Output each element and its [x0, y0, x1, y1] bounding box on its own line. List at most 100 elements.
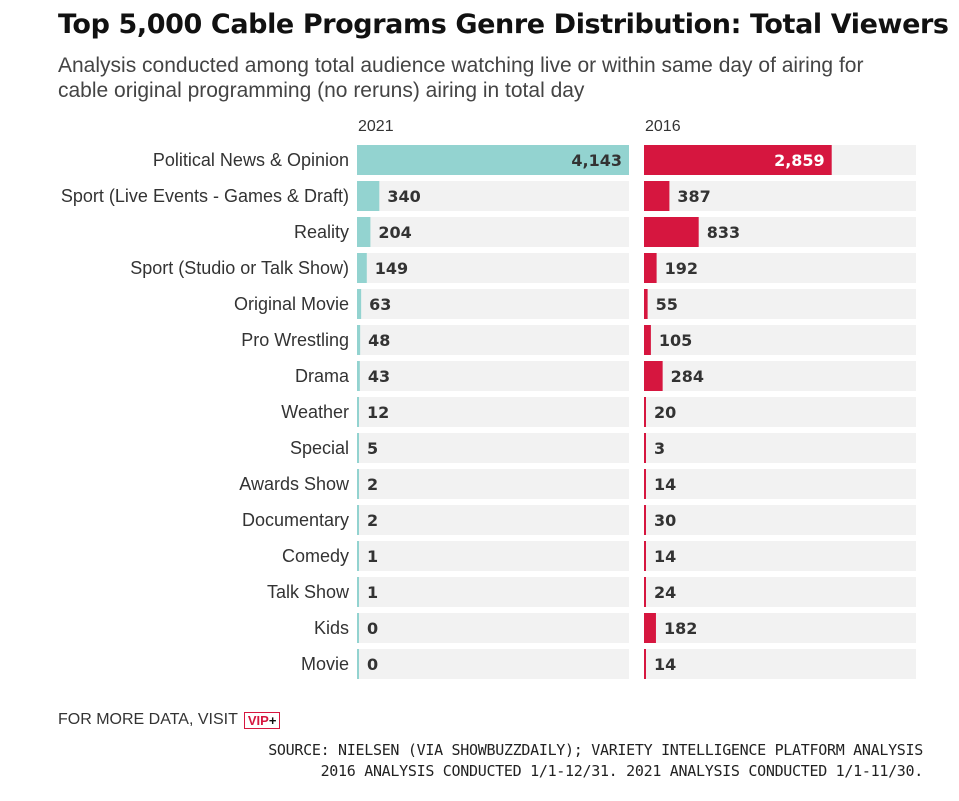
vip-logo-text: VIP — [247, 712, 269, 728]
value-label-2016-reality: 833 — [707, 223, 740, 242]
category-label-pro-wrestling: Pro Wrestling — [241, 330, 349, 350]
bar-2016-sport-live-events-games-draft — [644, 181, 670, 211]
track-2016-sport-studio-or-talk-show — [644, 253, 916, 283]
value-label-2021-political-news-opinion: 4,143 — [571, 151, 622, 170]
bar-2016-reality — [644, 217, 699, 247]
category-label-movie: Movie — [301, 654, 349, 674]
track-2016-special — [644, 433, 916, 463]
source-line-2: 2016 ANALYSIS CONDUCTED 1/1-12/31. 2021 … — [320, 762, 924, 780]
bar-2021-sport-studio-or-talk-show — [357, 253, 367, 283]
value-label-2021-sport-live-events-games-draft: 340 — [387, 187, 420, 206]
value-label-2016-drama: 284 — [671, 367, 704, 386]
value-label-2016-pro-wrestling: 105 — [659, 331, 692, 350]
bar-2016-documentary — [644, 505, 646, 535]
bar-2016-movie — [644, 649, 646, 679]
bar-2016-special — [644, 433, 646, 463]
category-label-awards-show: Awards Show — [239, 474, 350, 494]
value-label-2021-movie: 0 — [367, 655, 378, 674]
track-2021-drama — [357, 361, 629, 391]
category-label-comedy: Comedy — [282, 546, 349, 566]
category-label-sport-live-events-games-draft: Sport (Live Events - Games & Draft) — [61, 186, 349, 206]
value-label-2016-sport-studio-or-talk-show: 192 — [665, 259, 698, 278]
track-2021-sport-live-events-games-draft — [357, 181, 629, 211]
value-label-2016-documentary: 30 — [654, 511, 676, 530]
bar-2021-political-news-opinion — [357, 145, 629, 175]
category-label-sport-studio-or-talk-show: Sport (Studio or Talk Show) — [130, 258, 349, 278]
track-2021-sport-studio-or-talk-show — [357, 253, 629, 283]
value-label-2021-kids: 0 — [367, 619, 378, 638]
track-2021-movie — [357, 649, 629, 679]
bar-2021-kids — [357, 613, 359, 643]
track-2016-original-movie — [644, 289, 916, 319]
track-2016-comedy — [644, 541, 916, 571]
category-label-special: Special — [290, 438, 349, 458]
value-label-2021-awards-show: 2 — [367, 475, 378, 494]
track-2021-documentary — [357, 505, 629, 535]
panel-header-2016: 2016 — [645, 118, 681, 135]
value-label-2016-kids: 182 — [664, 619, 697, 638]
bar-2021-comedy — [357, 541, 359, 571]
chart-title: Top 5,000 Cable Programs Genre Distribut… — [58, 9, 949, 40]
bar-2016-original-movie — [644, 289, 648, 319]
track-2021-special — [357, 433, 629, 463]
source-line-1: SOURCE: NIELSEN (VIA SHOWBUZZDAILY); VAR… — [268, 741, 923, 759]
track-2021-kids — [357, 613, 629, 643]
vip-plus-logo[interactable]: VIP+ — [243, 711, 281, 729]
bar-2021-original-movie — [357, 289, 362, 319]
bar-2016-comedy — [644, 541, 646, 571]
track-2016-weather — [644, 397, 916, 427]
track-2021-original-movie — [357, 289, 629, 319]
category-label-kids: Kids — [314, 618, 349, 638]
value-label-2021-reality: 204 — [378, 223, 411, 242]
bar-2021-special — [357, 433, 359, 463]
track-2021-weather — [357, 397, 629, 427]
bar-2021-drama — [357, 361, 360, 391]
value-label-2016-weather: 20 — [654, 403, 676, 422]
track-2021-reality — [357, 217, 629, 247]
value-label-2016-comedy: 14 — [654, 547, 676, 566]
value-label-2021-original-movie: 63 — [369, 295, 391, 314]
track-2021-pro-wrestling — [357, 325, 629, 355]
track-2016-kids — [644, 613, 916, 643]
bar-2021-awards-show — [357, 469, 359, 499]
chart-subtitle: Analysis conducted among total audience … — [58, 54, 864, 102]
bar-2021-reality — [357, 217, 371, 247]
bar-2021-pro-wrestling — [357, 325, 361, 355]
bar-2016-weather — [644, 397, 646, 427]
track-2016-talk-show — [644, 577, 916, 607]
value-label-2016-talk-show: 24 — [654, 583, 676, 602]
bar-2016-political-news-opinion — [644, 145, 832, 175]
track-2021-talk-show — [357, 577, 629, 607]
bar-2016-drama — [644, 361, 663, 391]
more-data-text: FOR MORE DATA, VISIT — [58, 711, 238, 728]
track-2021-comedy — [357, 541, 629, 571]
category-label-political-news-opinion: Political News & Opinion — [153, 150, 349, 170]
bar-2021-weather — [357, 397, 359, 427]
panel-header-2021: 2021 — [358, 118, 394, 135]
value-label-2021-drama: 43 — [368, 367, 390, 386]
bar-2016-sport-studio-or-talk-show — [644, 253, 657, 283]
value-label-2021-special: 5 — [367, 439, 378, 458]
bar-2021-talk-show — [357, 577, 359, 607]
track-2016-awards-show — [644, 469, 916, 499]
value-label-2021-weather: 12 — [367, 403, 389, 422]
bar-2016-talk-show — [644, 577, 646, 607]
track-2016-documentary — [644, 505, 916, 535]
bar-2016-awards-show — [644, 469, 646, 499]
category-label-documentary: Documentary — [242, 510, 349, 530]
category-label-talk-show: Talk Show — [267, 582, 350, 602]
category-label-reality: Reality — [294, 222, 349, 242]
track-2016-drama — [644, 361, 916, 391]
bar-2016-pro-wrestling — [644, 325, 651, 355]
value-label-2016-special: 3 — [654, 439, 665, 458]
bar-2016-kids — [644, 613, 656, 643]
track-2016-movie — [644, 649, 916, 679]
vip-logo-plus: + — [268, 712, 277, 728]
category-label-drama: Drama — [295, 366, 350, 386]
value-label-2016-original-movie: 55 — [656, 295, 678, 314]
value-label-2021-pro-wrestling: 48 — [368, 331, 390, 350]
value-label-2021-documentary: 2 — [367, 511, 378, 530]
bar-2021-sport-live-events-games-draft — [357, 181, 380, 211]
category-label-weather: Weather — [281, 402, 349, 422]
